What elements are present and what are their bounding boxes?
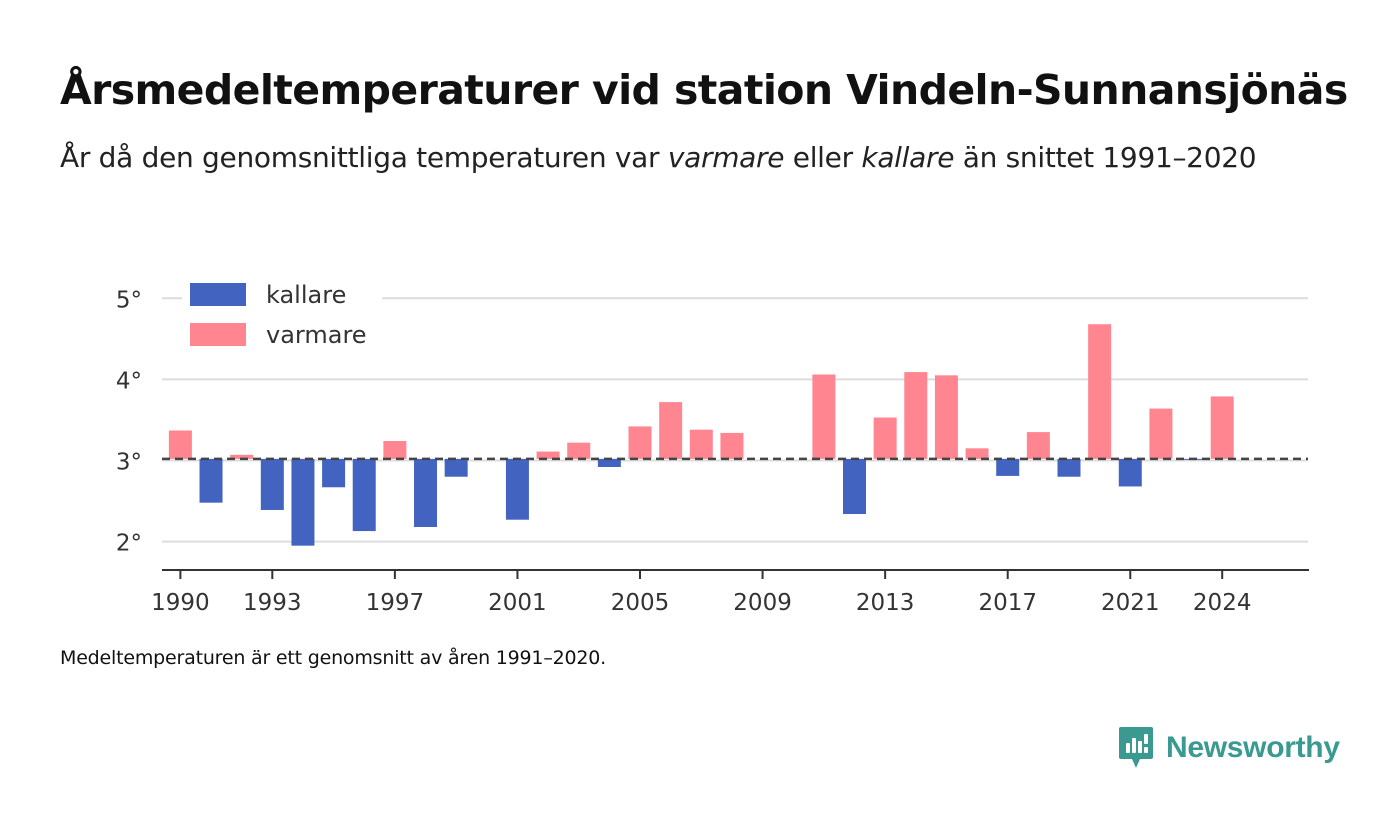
- legend: kallare varmare: [182, 274, 382, 356]
- legend-label-warmer: varmare: [266, 321, 367, 349]
- bar-2024: [1210, 396, 1234, 459]
- newsworthy-logo: Newsworthy: [1118, 726, 1340, 770]
- x-tick-label: 2001: [488, 590, 547, 616]
- bar-2014: [904, 372, 928, 459]
- bar-1997: [383, 441, 407, 459]
- bar-1996: [352, 458, 376, 532]
- subtitle-colder-word: kallare: [861, 141, 955, 174]
- x-tick-label: 2024: [1193, 590, 1252, 616]
- bar-2012: [843, 458, 867, 515]
- x-tick-label: 2005: [611, 590, 670, 616]
- bar-2019: [1057, 458, 1081, 477]
- bar-2004: [597, 458, 621, 467]
- bars: [168, 324, 1234, 546]
- bar-2015: [934, 375, 958, 459]
- subtitle-text-2: eller: [784, 141, 862, 174]
- y-tick-label: 2°: [116, 531, 142, 557]
- x-tick-label: 2017: [978, 590, 1037, 616]
- bar-2001: [505, 458, 529, 520]
- bar-1999: [444, 458, 468, 477]
- axes: 2° 3° 4° 5° 1990 1993 1997 2001 2005 2009 2013 2017…: [116, 287, 1309, 616]
- bar-2013: [873, 417, 897, 459]
- x-tick-label: 2009: [733, 590, 792, 616]
- legend-swatch-colder: [190, 283, 246, 306]
- subtitle-text-1: År då den genomsnittliga temperaturen va…: [60, 141, 668, 174]
- bar-2022: [1149, 408, 1173, 459]
- bar-2016: [965, 448, 989, 459]
- bar-1995: [322, 458, 346, 488]
- y-tick-label: 5°: [116, 287, 142, 313]
- bar-1994: [291, 458, 315, 546]
- bar-2018: [1026, 432, 1050, 459]
- y-tick-label: 4°: [116, 368, 142, 394]
- chart-subtitle: År då den genomsnittliga temperaturen va…: [60, 136, 1260, 179]
- chart-title: Årsmedeltemperaturer vid station Vindeln…: [60, 66, 1348, 114]
- bar-2008: [720, 432, 744, 459]
- temperature-bar-chart: 2° 3° 4° 5° 1990 1993 1997 2001 2005 2009 2013 2017…: [115, 274, 1309, 616]
- newsworthy-wordmark: Newsworthy: [1166, 731, 1340, 764]
- subtitle-warmer-word: varmare: [667, 141, 785, 174]
- bar-1990: [168, 430, 192, 459]
- bar-1991: [199, 458, 223, 503]
- footnote: Medeltemperaturen är ett genomsnitt av å…: [60, 647, 607, 669]
- x-tick-label: 2013: [856, 590, 915, 616]
- subtitle-text-3: än snittet 1991–2020: [954, 141, 1257, 174]
- x-tick-label: 1997: [366, 590, 425, 616]
- bar-2020: [1088, 324, 1112, 459]
- bar-1993: [260, 458, 284, 510]
- bar-2006: [659, 402, 683, 459]
- bar-2005: [628, 426, 652, 459]
- legend-swatch-warmer: [190, 323, 246, 346]
- x-tick-label: 2021: [1101, 590, 1160, 616]
- bar-2011: [812, 374, 836, 459]
- bar-2007: [689, 429, 713, 459]
- newsworthy-logo-icon: [1119, 727, 1153, 768]
- bar-2003: [567, 442, 591, 459]
- bar-1998: [414, 458, 438, 528]
- y-tick-label: 3°: [116, 450, 142, 476]
- bar-2017: [996, 458, 1020, 476]
- x-tick-label: 1990: [151, 590, 210, 616]
- legend-label-colder: kallare: [266, 281, 346, 309]
- bar-2021: [1118, 458, 1142, 487]
- bar-2002: [536, 451, 560, 459]
- bar-1992: [230, 454, 254, 459]
- x-tick-label: 1993: [243, 590, 302, 616]
